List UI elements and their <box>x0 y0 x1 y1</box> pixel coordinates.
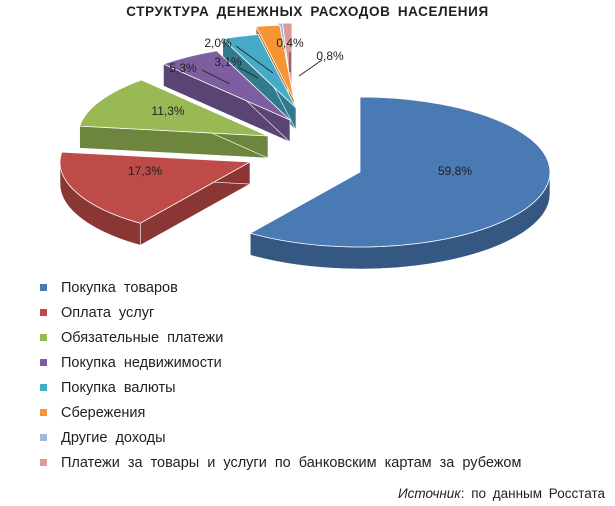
legend-item: Покупка недвижимости <box>40 350 521 375</box>
pie-slice <box>162 50 291 143</box>
leader-line <box>235 45 274 74</box>
data-label: 2,0% <box>204 36 232 50</box>
data-label: 11,3% <box>151 104 184 118</box>
pie-slice <box>249 96 551 270</box>
legend-item: Платежи за товары и услуги по банковским… <box>40 450 521 475</box>
legend-label: Покупка товаров <box>61 279 178 296</box>
data-label: 59,8% <box>438 164 472 178</box>
leader-line <box>201 69 231 85</box>
legend-label: Покупка валюты <box>61 379 176 396</box>
data-label: 0,4% <box>276 36 304 50</box>
legend-label: Обязательные платежи <box>61 329 224 346</box>
legend-item: Оплата услуг <box>40 300 521 325</box>
legend-swatch <box>40 434 47 441</box>
legend-swatch <box>40 309 47 316</box>
data-label: 17,3% <box>128 164 162 178</box>
legend-item: Обязательные платежи <box>40 325 521 350</box>
pie-slice <box>79 79 269 159</box>
legend-swatch <box>40 359 47 366</box>
source-label: Источник <box>397 486 461 501</box>
legend-swatch <box>40 459 47 466</box>
legend-swatch <box>40 334 47 341</box>
data-label: 3,1% <box>214 55 242 69</box>
legend-swatch <box>40 384 47 391</box>
pie-slice <box>59 151 252 246</box>
legend-item: Покупка валюты <box>40 375 521 400</box>
legend-swatch <box>40 284 47 291</box>
source-text: : по данным Росстата <box>460 486 605 501</box>
legend-item: Другие доходы <box>40 425 521 450</box>
legend-label: Оплата услуг <box>61 304 155 321</box>
data-label: 0,8% <box>316 49 344 63</box>
data-label: 5,3% <box>169 61 197 75</box>
leader-line <box>237 66 259 79</box>
legend-item: Покупка товаров <box>40 275 521 300</box>
leader-line <box>298 59 323 77</box>
source-note: Источник: по данным Росстата <box>398 486 605 501</box>
pie-slice <box>221 34 297 131</box>
legend-label: Платежи за товары и услуги по банковским… <box>61 454 522 471</box>
legend-item: Сбережения <box>40 400 521 425</box>
pie-chart: 59,8% 17,3% 11,3% 5,3% 3,1% 2,0% 0,4% 0,8% <box>59 22 551 270</box>
legend-label: Покупка недвижимости <box>61 354 222 371</box>
legend-swatch <box>40 409 47 416</box>
legend-label: Сбережения <box>61 404 146 421</box>
legend: Покупка товаров Оплата услуг Обязательные … <box>40 275 521 475</box>
chart-title: СТРУКТУРА ДЕНЕЖНЫХ РАСХОДОВ НАСЕЛЕНИЯ <box>126 4 489 19</box>
legend-label: Другие доходы <box>61 429 166 446</box>
